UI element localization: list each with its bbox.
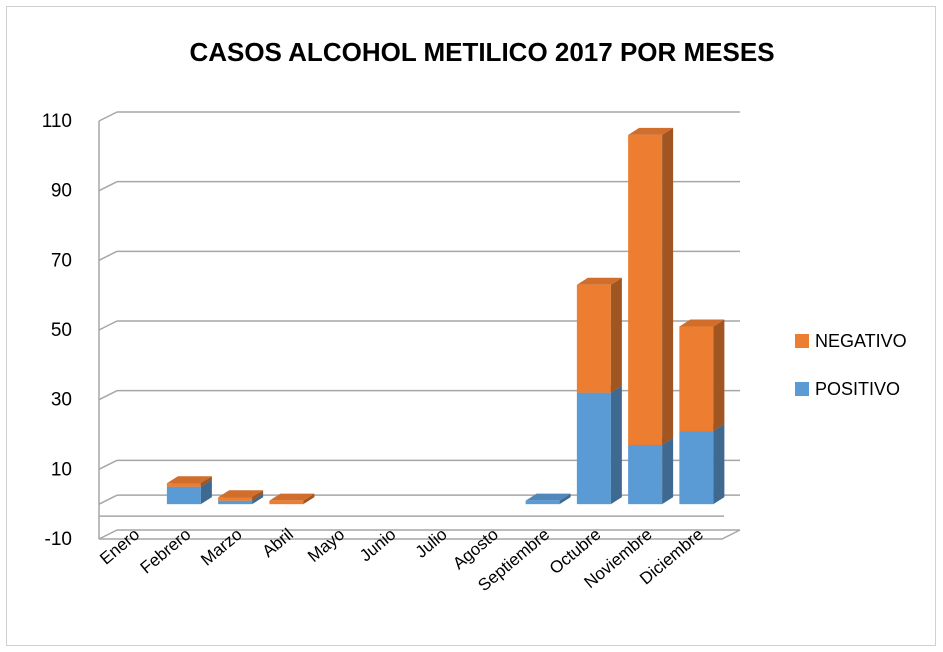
chart-title: CASOS ALCOHOL METILICO 2017 POR MESES xyxy=(189,37,774,67)
bar-negativo-febrero xyxy=(166,476,212,487)
y-tick-label: 10 xyxy=(51,459,72,480)
bar-positivo-noviembre xyxy=(628,437,674,505)
x-category-label: Marzo xyxy=(197,525,245,570)
bars xyxy=(166,127,725,505)
y-axis-ticks: 110 90 70 50 30 10 -10 xyxy=(42,111,72,550)
bar-positivo-diciembre xyxy=(679,424,725,505)
bar-negativo-diciembre xyxy=(679,319,725,432)
y-tick-label: 70 xyxy=(51,250,72,271)
bar-negativo-marzo xyxy=(218,490,264,501)
gridline xyxy=(98,529,740,540)
bar-negativo-abril xyxy=(269,493,315,505)
x-category-label: Febrero xyxy=(137,525,195,578)
legend-item-negativo: NEGATIVO xyxy=(795,331,907,351)
y-tick-label: -10 xyxy=(45,529,72,550)
legend-item-positivo: POSITIVO xyxy=(795,379,900,399)
y-tick-label: 50 xyxy=(51,320,72,341)
legend-label: POSITIVO xyxy=(815,379,900,399)
bar-positivo-septiembre xyxy=(525,493,571,505)
legend: NEGATIVO POSITIVO xyxy=(795,331,907,399)
y-tick-label: 30 xyxy=(51,390,72,411)
legend-label: NEGATIVO xyxy=(815,331,907,351)
chart-floor xyxy=(99,515,741,540)
x-category-label: Junio xyxy=(356,525,399,566)
bar-positivo-octubre xyxy=(576,385,622,505)
bar-negativo-noviembre xyxy=(628,127,674,445)
bottom-plane-edge xyxy=(99,529,741,540)
legend-swatch xyxy=(795,382,809,396)
legend-swatch xyxy=(795,334,809,348)
gridline xyxy=(98,111,740,122)
x-category-label: Enero xyxy=(96,525,143,569)
bar-negativo-octubre xyxy=(576,277,622,393)
y-tick-label: 90 xyxy=(51,181,72,202)
y-tick-label: 110 xyxy=(42,111,72,132)
x-category-label: Mayo xyxy=(304,525,348,566)
